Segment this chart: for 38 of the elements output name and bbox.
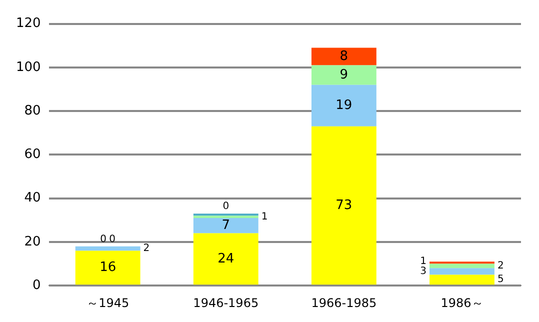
data-label: 24 [218,251,234,266]
data-label: 2 [497,260,504,272]
y-tick-label: 100 [16,60,41,75]
data-label: 16 [100,260,116,276]
data-label: 7 [222,218,230,233]
data-label: 5 [497,274,504,286]
data-label: 19 [336,98,352,113]
bar [430,274,494,285]
x-tick-label: 1986～ [440,296,484,310]
bar [311,65,376,85]
y-tick-label: 0 [32,278,41,293]
y-tick-label: 120 [16,16,41,32]
bar [75,250,140,285]
data-label: 73 [336,198,352,213]
data-label: 9 [340,67,348,82]
data-label: 1 [420,256,427,268]
bar [430,268,494,275]
bar [430,264,494,268]
bar [75,246,140,251]
y-tick-label: 40 [24,190,41,206]
data-label: 0 [222,201,230,212]
y-tick-label: 20 [24,234,41,250]
bar [193,218,258,234]
data-label: 8 [340,48,348,64]
x-tick-label: 1946-1965 [193,296,259,310]
y-tick-label: 60 [24,147,41,162]
data-label: 0 [100,234,107,245]
x-tick-label: 1966-1985 [311,296,377,310]
bar [311,84,376,126]
data-label: 3 [420,266,427,278]
data-label: 2 [143,243,150,254]
y-tick-label: 80 [24,103,41,118]
data-label: 1 [261,211,268,222]
bar [193,233,258,285]
x-tick-label: ～1945 [86,296,130,310]
data-label: 0 [109,234,116,245]
bar [311,126,376,285]
bar [311,48,376,66]
